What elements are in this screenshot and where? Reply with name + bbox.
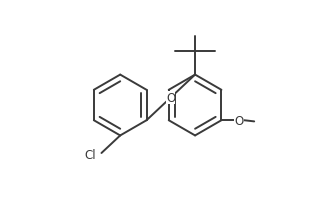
Text: O: O	[166, 91, 175, 104]
Text: O: O	[234, 114, 243, 127]
Text: Cl: Cl	[85, 148, 96, 161]
